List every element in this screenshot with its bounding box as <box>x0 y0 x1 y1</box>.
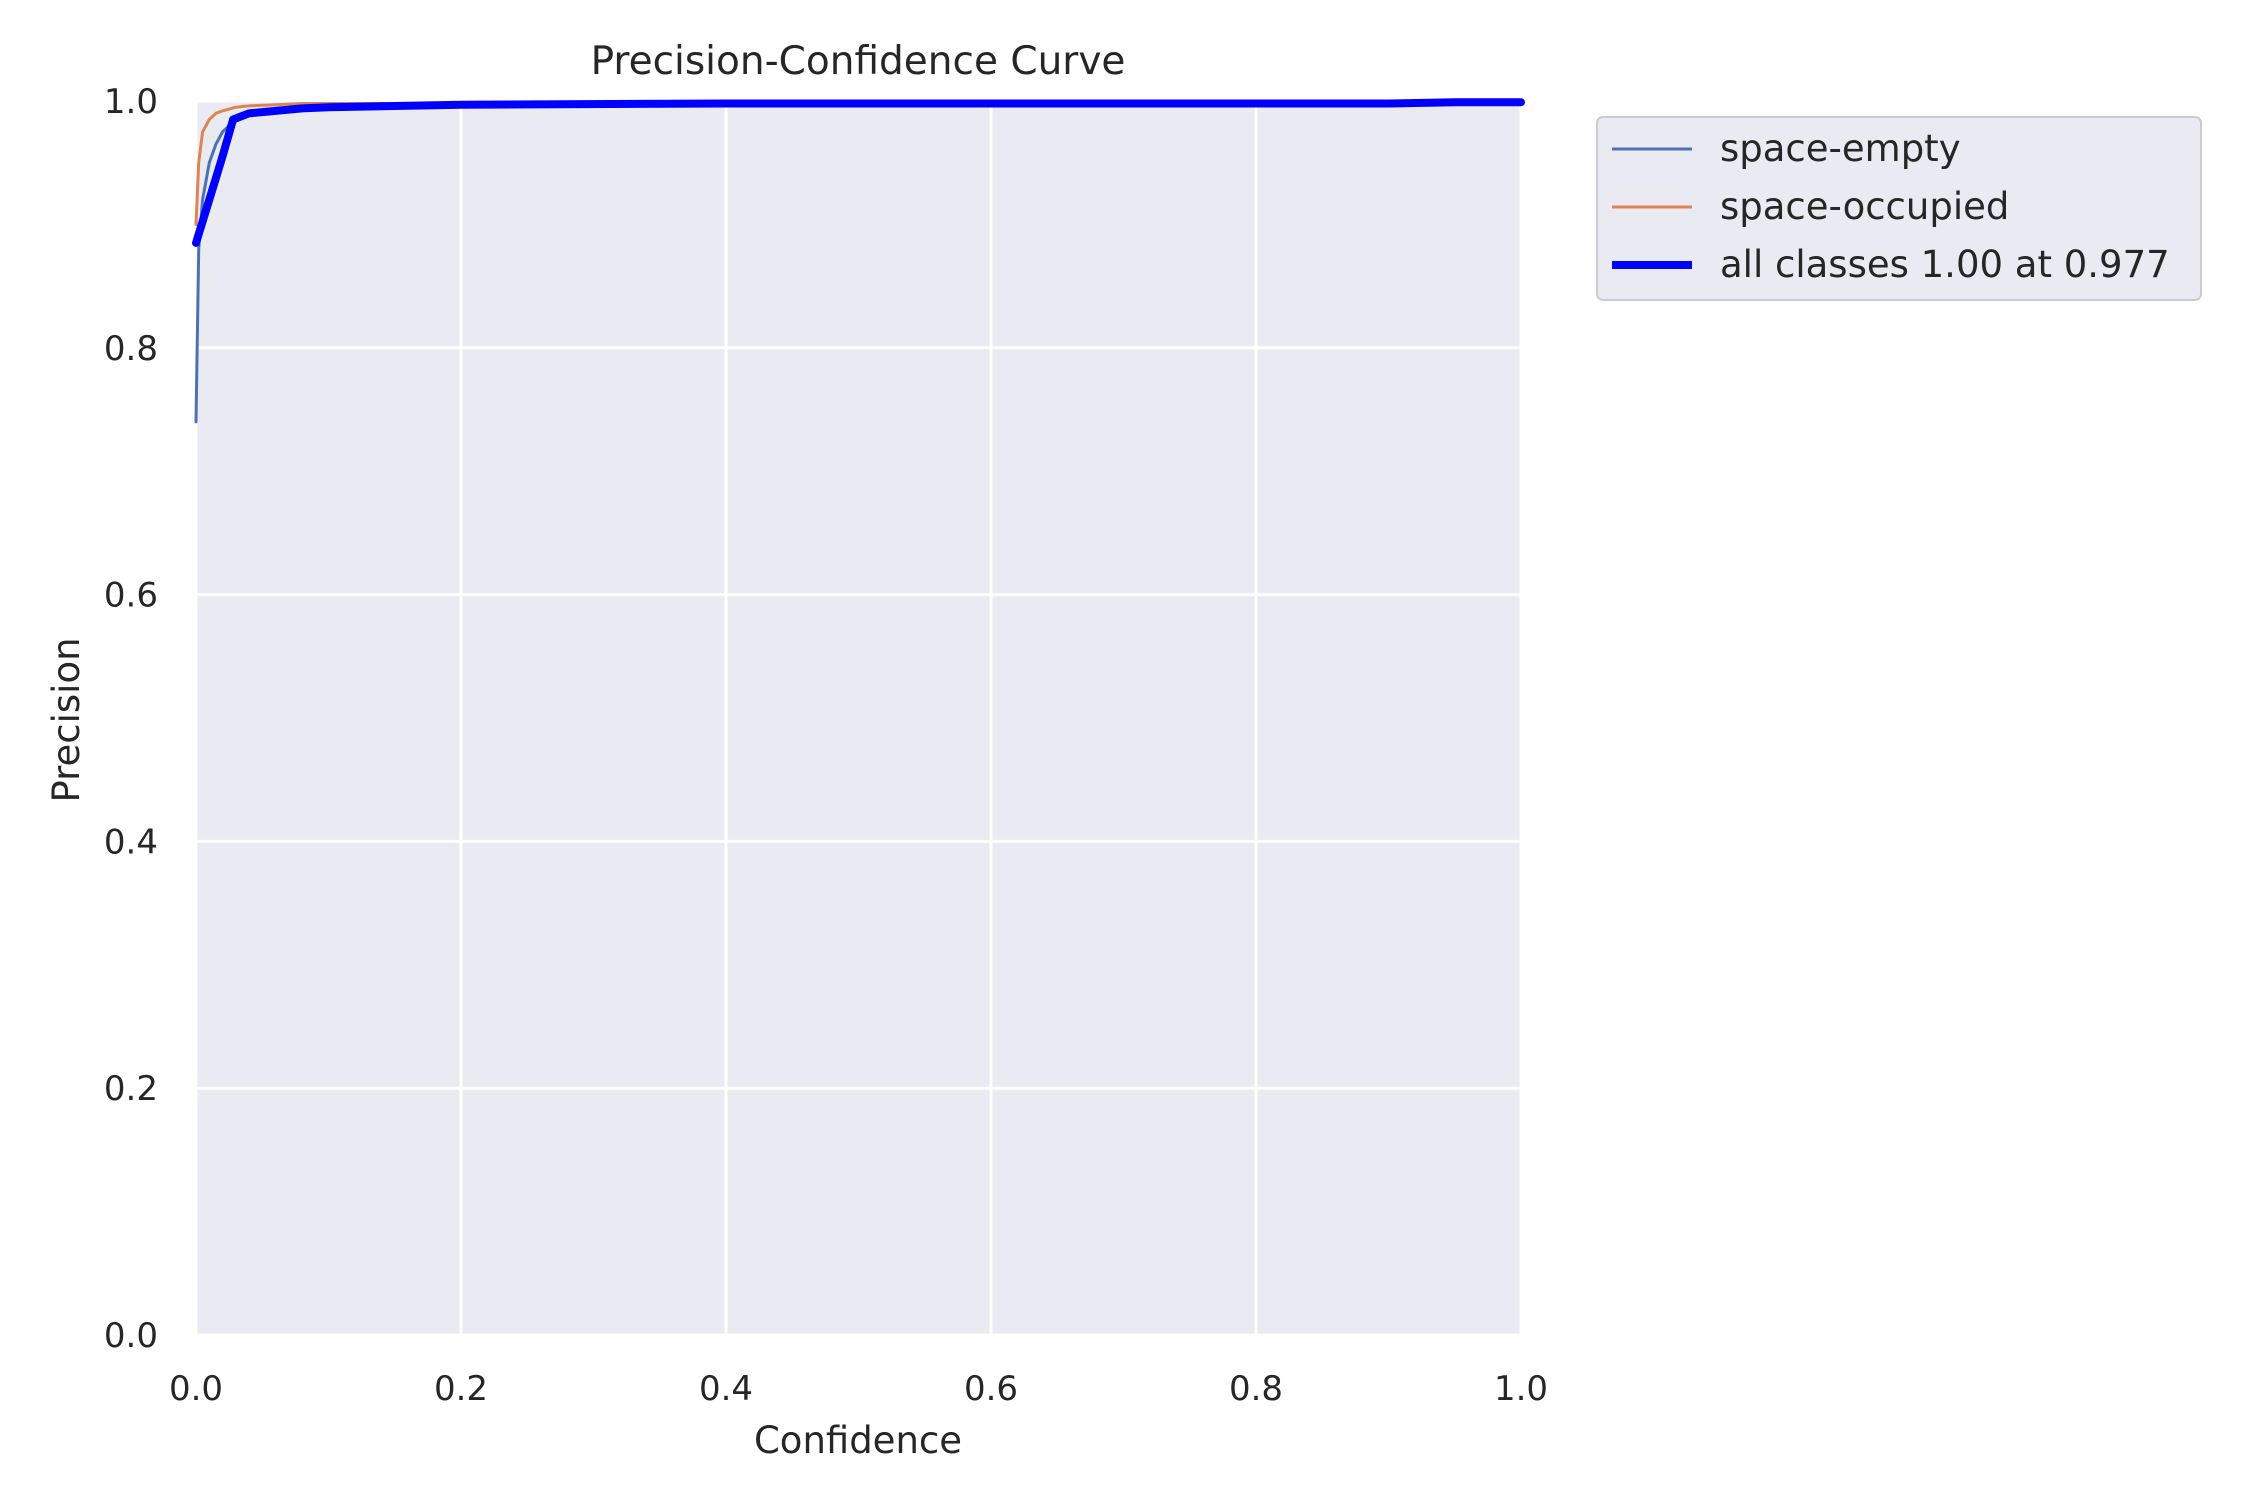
y-tick-label: 1.0 <box>104 82 158 122</box>
x-tick-labels: 0.0 0.2 0.4 0.6 0.8 1.0 <box>169 1369 1548 1409</box>
chart-title: Precision-Confidence Curve <box>591 39 1126 84</box>
x-tick-label: 0.0 <box>169 1369 223 1409</box>
legend: space-empty space-occupied all classes 1.0… <box>1596 116 2202 301</box>
series-line-2 <box>192 98 1525 247</box>
y-axis-title: Precision <box>45 637 88 802</box>
legend-label: space-occupied <box>1720 185 2009 228</box>
x-tick-label: 0.2 <box>434 1369 488 1409</box>
x-tick-label: 0.4 <box>699 1369 753 1409</box>
y-tick-label: 0.4 <box>104 822 158 862</box>
x-tick-label: 1.0 <box>1494 1369 1548 1409</box>
plot-area <box>196 101 1521 1335</box>
series-lines <box>192 98 1525 424</box>
x-tick-label: 0.8 <box>1229 1369 1283 1409</box>
y-tick-label: 0.8 <box>104 329 158 369</box>
legend-label: all classes 1.00 at 0.977 <box>1720 243 2170 286</box>
x-tick-label: 0.6 <box>964 1369 1018 1409</box>
y-tick-labels: 0.0 0.2 0.4 0.6 0.8 1.0 <box>104 82 158 1356</box>
y-tick-label: 0.2 <box>104 1069 158 1109</box>
x-axis-title: Confidence <box>754 1419 962 1462</box>
grid-lines <box>194 99 1523 1337</box>
y-tick-label: 0.6 <box>104 576 158 616</box>
legend-box <box>1596 116 2202 301</box>
y-tick-label: 0.0 <box>104 1316 158 1356</box>
legend-label: space-empty <box>1720 127 1961 170</box>
